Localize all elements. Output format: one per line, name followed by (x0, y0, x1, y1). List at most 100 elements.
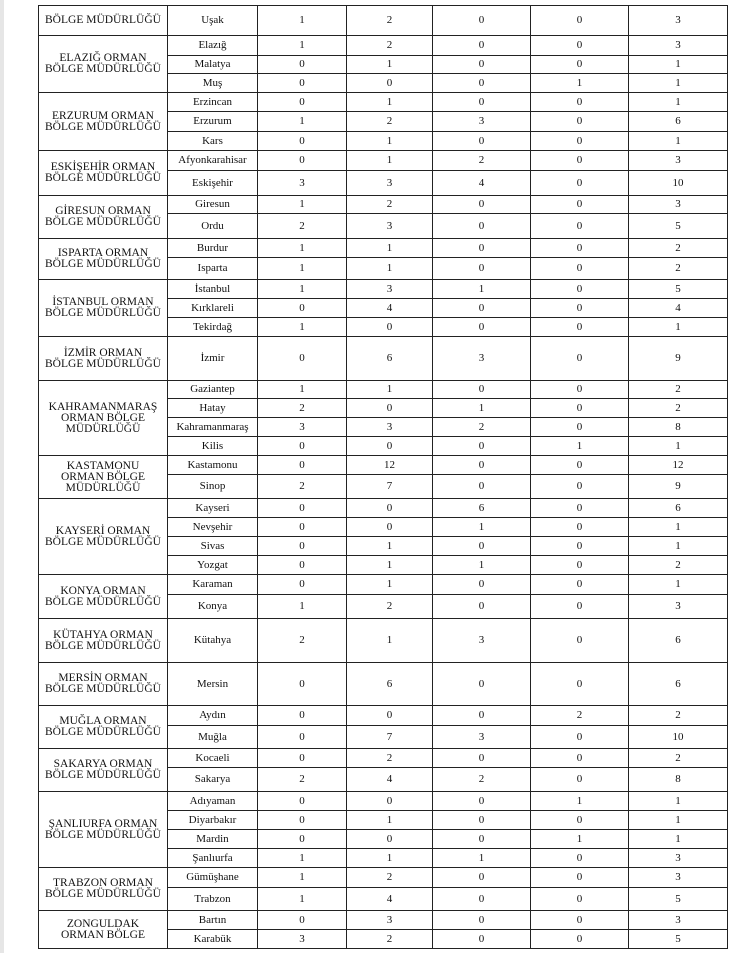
cell: 0 (257, 150, 347, 171)
total: 6 (628, 618, 728, 663)
region-name: ISPARTA ORMAN BÖLGE MÜDÜRLÜĞÜ (38, 238, 168, 280)
cell: 1 (530, 436, 629, 456)
cell: 0 (432, 867, 531, 888)
cell: 0 (530, 748, 629, 768)
province: Bartın (167, 910, 258, 930)
cell: 0 (530, 574, 629, 595)
table-row: Şanlıurfa 1 1 1 0 3 (39, 848, 728, 868)
total: 2 (628, 238, 728, 258)
cell: 0 (530, 336, 629, 381)
total: 1 (628, 436, 728, 456)
table-row: Kars 0 1 0 0 1 (39, 131, 728, 151)
cell: 0 (432, 887, 531, 911)
table-row: BÖLGE MÜDÜRLÜĞÜ Uşak 1 2 0 0 3 (38, 5, 728, 36)
cell: 0 (530, 555, 629, 575)
cell: 6 (346, 662, 433, 706)
table-row: Sakarya 2 4 2 0 8 (39, 767, 728, 792)
cell: 0 (432, 829, 531, 849)
cell: 3 (346, 279, 433, 299)
cell: 0 (257, 910, 347, 930)
cell: 0 (432, 574, 531, 595)
total: 10 (628, 725, 728, 749)
cell: 3 (346, 213, 433, 239)
cell: 0 (530, 867, 629, 888)
region-name: İSTANBUL ORMAN BÖLGE MÜDÜRLÜĞÜ (38, 279, 168, 337)
province: Malatya (167, 55, 258, 74)
cell: 0 (432, 213, 531, 239)
cell: 3 (432, 336, 531, 381)
cell: 0 (530, 279, 629, 299)
cell: 2 (346, 748, 433, 768)
cell: 0 (346, 791, 433, 811)
table-row: MERSİN ORMAN BÖLGE MÜDÜRLÜĞÜ Mersin 0 6 0 0 6 (38, 662, 728, 706)
cell: 1 (530, 73, 629, 93)
province: Erzincan (167, 92, 258, 112)
region-name: KAHRAMANMARAŞ ORMAN BÖLGE MÜDÜRLÜĞÜ (38, 380, 168, 456)
region-name: BÖLGE MÜDÜRLÜĞÜ (38, 5, 168, 36)
province: Kütahya (167, 618, 258, 663)
total: 2 (628, 555, 728, 575)
cell: 0 (432, 594, 531, 619)
province: Eskişehir (167, 170, 258, 196)
cell: 2 (432, 767, 531, 792)
cell: 0 (432, 131, 531, 151)
cell: 1 (346, 574, 433, 595)
cell: 3 (257, 170, 347, 196)
total: 1 (628, 536, 728, 556)
cell: 0 (432, 910, 531, 930)
cell: 0 (530, 498, 629, 518)
region-name: KASTAMONU ORMAN BÖLGE MÜDÜRLÜĞÜ (38, 455, 168, 499)
cell: 0 (530, 910, 629, 930)
province: Mardin (167, 829, 258, 849)
cell: 0 (530, 725, 629, 749)
cell: 0 (432, 474, 531, 499)
cell: 0 (530, 887, 629, 911)
province: Kahramanmaraş (167, 417, 258, 437)
province: Sakarya (167, 767, 258, 792)
cell: 2 (346, 35, 433, 56)
table-row: KONYA ORMAN BÖLGE MÜDÜRLÜĞÜ Karaman 0 1 0 0 1 (38, 574, 728, 619)
total: 2 (628, 398, 728, 418)
cell: 0 (257, 829, 347, 849)
cell: 0 (346, 73, 433, 93)
cell: 1 (257, 317, 347, 337)
table-row: GİRESUN ORMAN BÖLGE MÜDÜRLÜĞÜ Giresun 1 2 0 0… (38, 195, 728, 239)
cell: 2 (257, 767, 347, 792)
table-body: BÖLGE MÜDÜRLÜĞÜ Uşak 1 2 0 0 3 ELAZIĞ ORMAN BÖL… (38, 5, 728, 949)
cell: 0 (432, 35, 531, 56)
cell: 1 (530, 829, 629, 849)
table-row: ISPARTA ORMAN BÖLGE MÜDÜRLÜĞÜ Burdur 1 1 0 0 2 (38, 238, 728, 280)
cell: 1 (346, 380, 433, 399)
cell: 2 (346, 195, 433, 214)
cell: 0 (432, 73, 531, 93)
total: 2 (628, 257, 728, 280)
cell: 1 (257, 111, 347, 132)
cell: 0 (530, 257, 629, 280)
province: Aydın (167, 705, 258, 726)
cell: 2 (257, 398, 347, 418)
table-row: Nevşehir 0 0 1 0 1 (39, 517, 728, 537)
cell: 1 (257, 380, 347, 399)
cell: 0 (530, 517, 629, 537)
cell: 0 (432, 238, 531, 258)
cell: 1 (257, 279, 347, 299)
province: Karaman (167, 574, 258, 595)
cell: 0 (257, 705, 347, 726)
region-name: MUĞLA ORMAN BÖLGE MÜDÜRLÜĞÜ (38, 705, 168, 749)
cell: 0 (530, 150, 629, 171)
province: Kilis (167, 436, 258, 456)
total: 1 (628, 829, 728, 849)
cell: 1 (346, 131, 433, 151)
cell: 0 (530, 767, 629, 792)
cell: 0 (257, 73, 347, 93)
total: 3 (628, 910, 728, 930)
cell: 0 (432, 455, 531, 475)
cell: 1 (257, 848, 347, 868)
cell: 1 (257, 35, 347, 56)
cell: 2 (432, 417, 531, 437)
total: 1 (628, 791, 728, 811)
cell: 0 (257, 517, 347, 537)
cell: 0 (530, 474, 629, 499)
cell: 1 (346, 618, 433, 663)
cell: 2 (530, 705, 629, 726)
